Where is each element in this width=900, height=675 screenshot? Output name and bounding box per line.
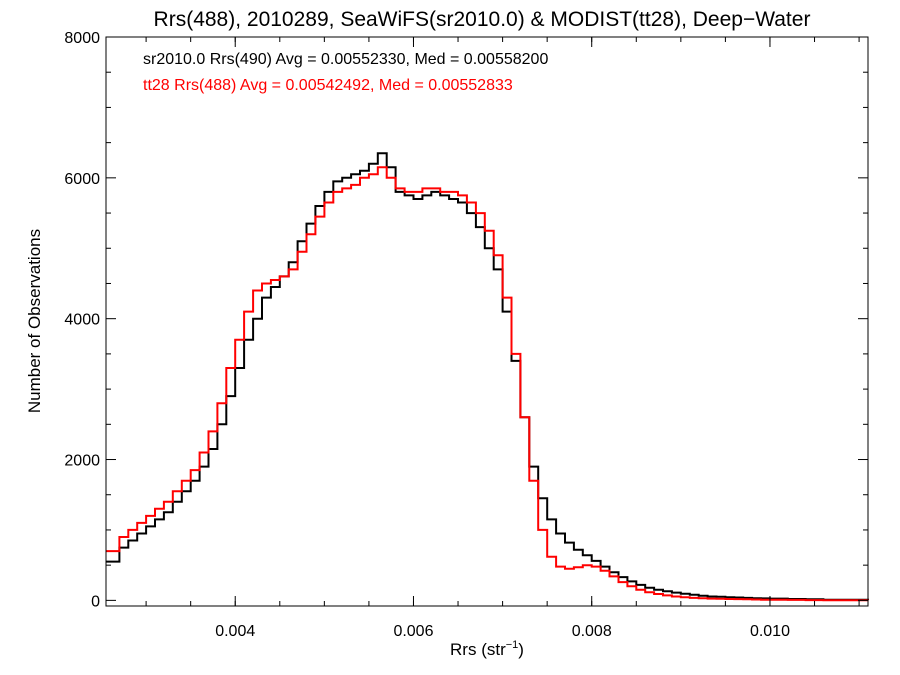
x-axis-label-end: ): [518, 640, 524, 659]
x-tick-label: 0.008: [572, 623, 612, 640]
x-axis-label-superscript: −1: [506, 639, 519, 651]
y-tick-label: 2000: [64, 453, 100, 470]
x-axis-label: Rrs (str−1): [450, 639, 524, 659]
legend: sr2010.0 Rrs(490) Avg = 0.00552330, Med …: [143, 51, 548, 94]
y-axis: 0 2000 4000 6000 8000: [64, 30, 868, 610]
x-tick-label: 0.010: [750, 623, 790, 640]
series-lines: [106, 152, 869, 602]
legend-entry-1: sr2010.0 Rrs(490) Avg = 0.00552330, Med …: [143, 51, 548, 68]
y-axis-label: Number of Observations: [25, 229, 44, 413]
series-line-1: [106, 152, 869, 601]
x-tick-label: 0.004: [215, 623, 255, 640]
y-tick-label: 8000: [64, 30, 100, 47]
plot-area: [105, 36, 869, 607]
y-tick-label: 0: [91, 593, 100, 610]
x-tick-label: 0.006: [393, 623, 433, 640]
legend-entry-2: tt28 Rrs(488) Avg = 0.00542492, Med = 0.…: [143, 77, 513, 94]
y-tick-label: 6000: [64, 171, 100, 188]
series-line-2: [106, 166, 869, 602]
x-axis: 0.004 0.006 0.008 0.010: [145, 37, 860, 640]
y-tick-label: 4000: [64, 312, 100, 329]
plot-frame: [105, 36, 869, 607]
x-axis-label-main: Rrs (str: [450, 640, 506, 659]
chart-title: Rrs(488), 2010289, SeaWiFS(sr2010.0) & M…: [154, 8, 811, 31]
